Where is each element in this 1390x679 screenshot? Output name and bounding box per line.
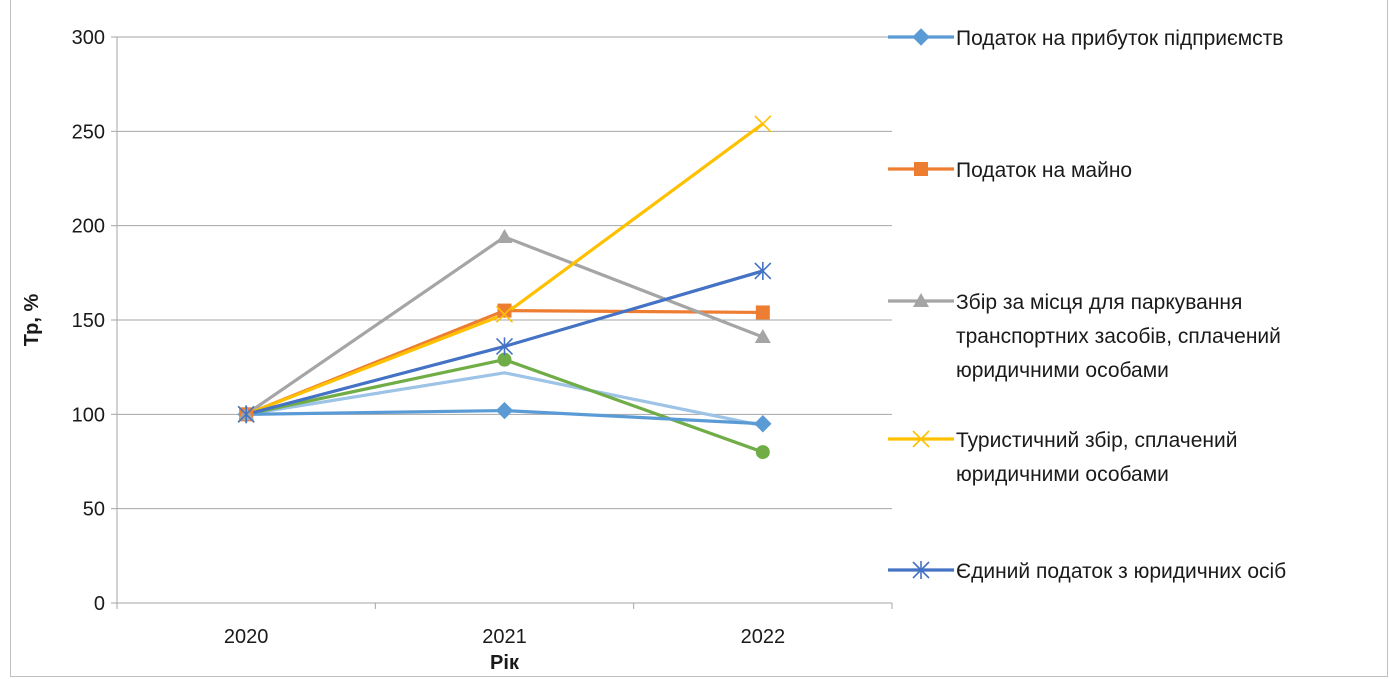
- legend-label: транспортних засобів, сплачений: [956, 325, 1281, 348]
- marker-stroke: [754, 115, 772, 133]
- y-tick-label: 200: [72, 216, 105, 238]
- y-tick-label: 150: [72, 310, 105, 332]
- data-point-diamond: [912, 28, 930, 46]
- x-tick-label: 2021: [482, 626, 527, 648]
- legend-entry: Податок на прибуток підприємств: [888, 27, 1283, 50]
- legend: Податок на прибуток підприємств Податок н…: [888, 27, 1286, 583]
- legend-entry: Збір за місця для паркування транспортних…: [888, 291, 1281, 382]
- data-point-x: [495, 305, 514, 323]
- y-tick-label: 0: [94, 593, 105, 615]
- data-point-star: [237, 405, 255, 424]
- data-point-diamond: [754, 415, 772, 433]
- legend-label: Туристичний збір, сплачений: [956, 429, 1237, 452]
- x-tick-label: 2020: [224, 626, 269, 648]
- data-point-x: [912, 430, 930, 448]
- chart-frame: [10, 0, 1388, 677]
- gridlines: [117, 36, 892, 510]
- data-point-triangle: [754, 328, 771, 343]
- legend-label: Податок на майно: [956, 159, 1132, 182]
- data-point-square: [497, 303, 512, 318]
- series-layer: [237, 115, 772, 460]
- data-point-diamond: [495, 401, 514, 420]
- data-point-star: [912, 561, 930, 579]
- data-point-triangle: [496, 228, 513, 243]
- data-point-circle: [497, 352, 512, 367]
- legend-entry: Туристичний збір, сплачений юридичними ос…: [888, 429, 1237, 486]
- series-line: [245, 371, 764, 428]
- data-point-circle: [755, 445, 770, 460]
- x-tick-label: 2022: [741, 626, 786, 648]
- legend-entry: Єдиний податок з юридичних осіб: [888, 560, 1286, 583]
- data-point-triangle: [913, 293, 929, 307]
- series-line: [245, 235, 764, 416]
- data-point-star: [754, 261, 772, 280]
- legend-label: Єдиний податок з юридичних осіб: [956, 560, 1286, 583]
- y-tick-label: 250: [72, 121, 105, 143]
- x-axis-title: Рік: [490, 652, 520, 674]
- legend-label: юридичними особами: [956, 463, 1169, 486]
- marker-stroke: [495, 305, 514, 323]
- legend-entry: Податок на майно: [888, 159, 1132, 182]
- series-line: [245, 122, 764, 416]
- y-tick-label: 100: [72, 404, 105, 426]
- y-tick-label: 50: [83, 499, 105, 521]
- marker-stroke: [912, 430, 930, 448]
- data-point-square: [914, 162, 928, 176]
- legend-label: юридичними особами: [956, 359, 1169, 382]
- legend-label: Збір за місця для паркування: [956, 291, 1242, 314]
- legend-label: Податок на прибуток підприємств: [956, 27, 1283, 50]
- axes: 0 50 100 150 200 250 300 2020 2021 2022: [72, 27, 893, 648]
- y-tick-label: 300: [72, 27, 105, 49]
- data-point-square: [755, 305, 770, 320]
- y-axis-title: Тр, %: [21, 294, 43, 347]
- data-point-star: [495, 337, 514, 356]
- data-point-x: [754, 115, 772, 133]
